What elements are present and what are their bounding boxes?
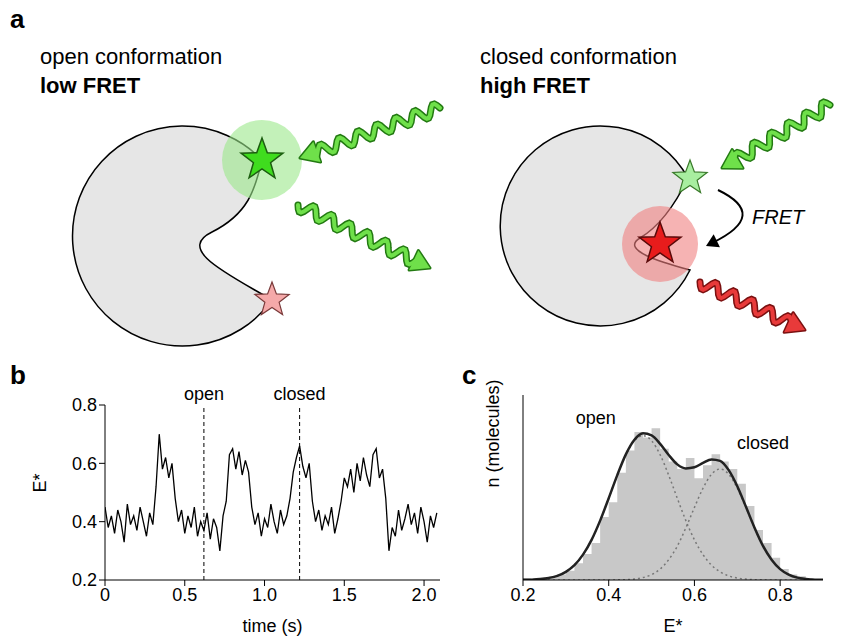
html-text:c: c: [462, 360, 477, 390]
svg-text:n (molecules): n (molecules): [483, 379, 503, 487]
svg-text:low FRET: low FRET: [40, 73, 141, 98]
svg-text:closed: closed: [737, 433, 789, 453]
svg-text:open: open: [576, 408, 616, 428]
svg-text:0.2: 0.2: [72, 570, 97, 590]
svg-text:0: 0: [100, 585, 110, 605]
svg-text:closed conformation: closed conformation: [480, 44, 677, 69]
svg-text:0.2: 0.2: [510, 585, 535, 605]
svg-text:high FRET: high FRET: [480, 73, 591, 98]
svg-text:2.0: 2.0: [412, 585, 437, 605]
svg-text:E*: E*: [30, 473, 50, 492]
svg-text:time (s): time (s): [243, 616, 303, 636]
svg-text:0.5: 0.5: [172, 585, 197, 605]
svg-text:open conformation: open conformation: [40, 44, 222, 69]
svg-text:closed: closed: [274, 384, 326, 404]
html-text:b: b: [10, 360, 26, 390]
svg-text:FRET: FRET: [752, 206, 806, 228]
svg-text:a: a: [10, 4, 25, 34]
svg-text:1.5: 1.5: [332, 585, 357, 605]
svg-text:E*: E*: [663, 616, 682, 636]
svg-text:open: open: [184, 384, 224, 404]
svg-text:0.8: 0.8: [768, 585, 793, 605]
svg-text:0.8: 0.8: [72, 395, 97, 415]
svg-text:0.4: 0.4: [596, 585, 621, 605]
svg-text:0.6: 0.6: [682, 585, 707, 605]
svg-text:0.6: 0.6: [72, 454, 97, 474]
svg-text:0.4: 0.4: [72, 512, 97, 532]
svg-text:1.0: 1.0: [252, 585, 277, 605]
